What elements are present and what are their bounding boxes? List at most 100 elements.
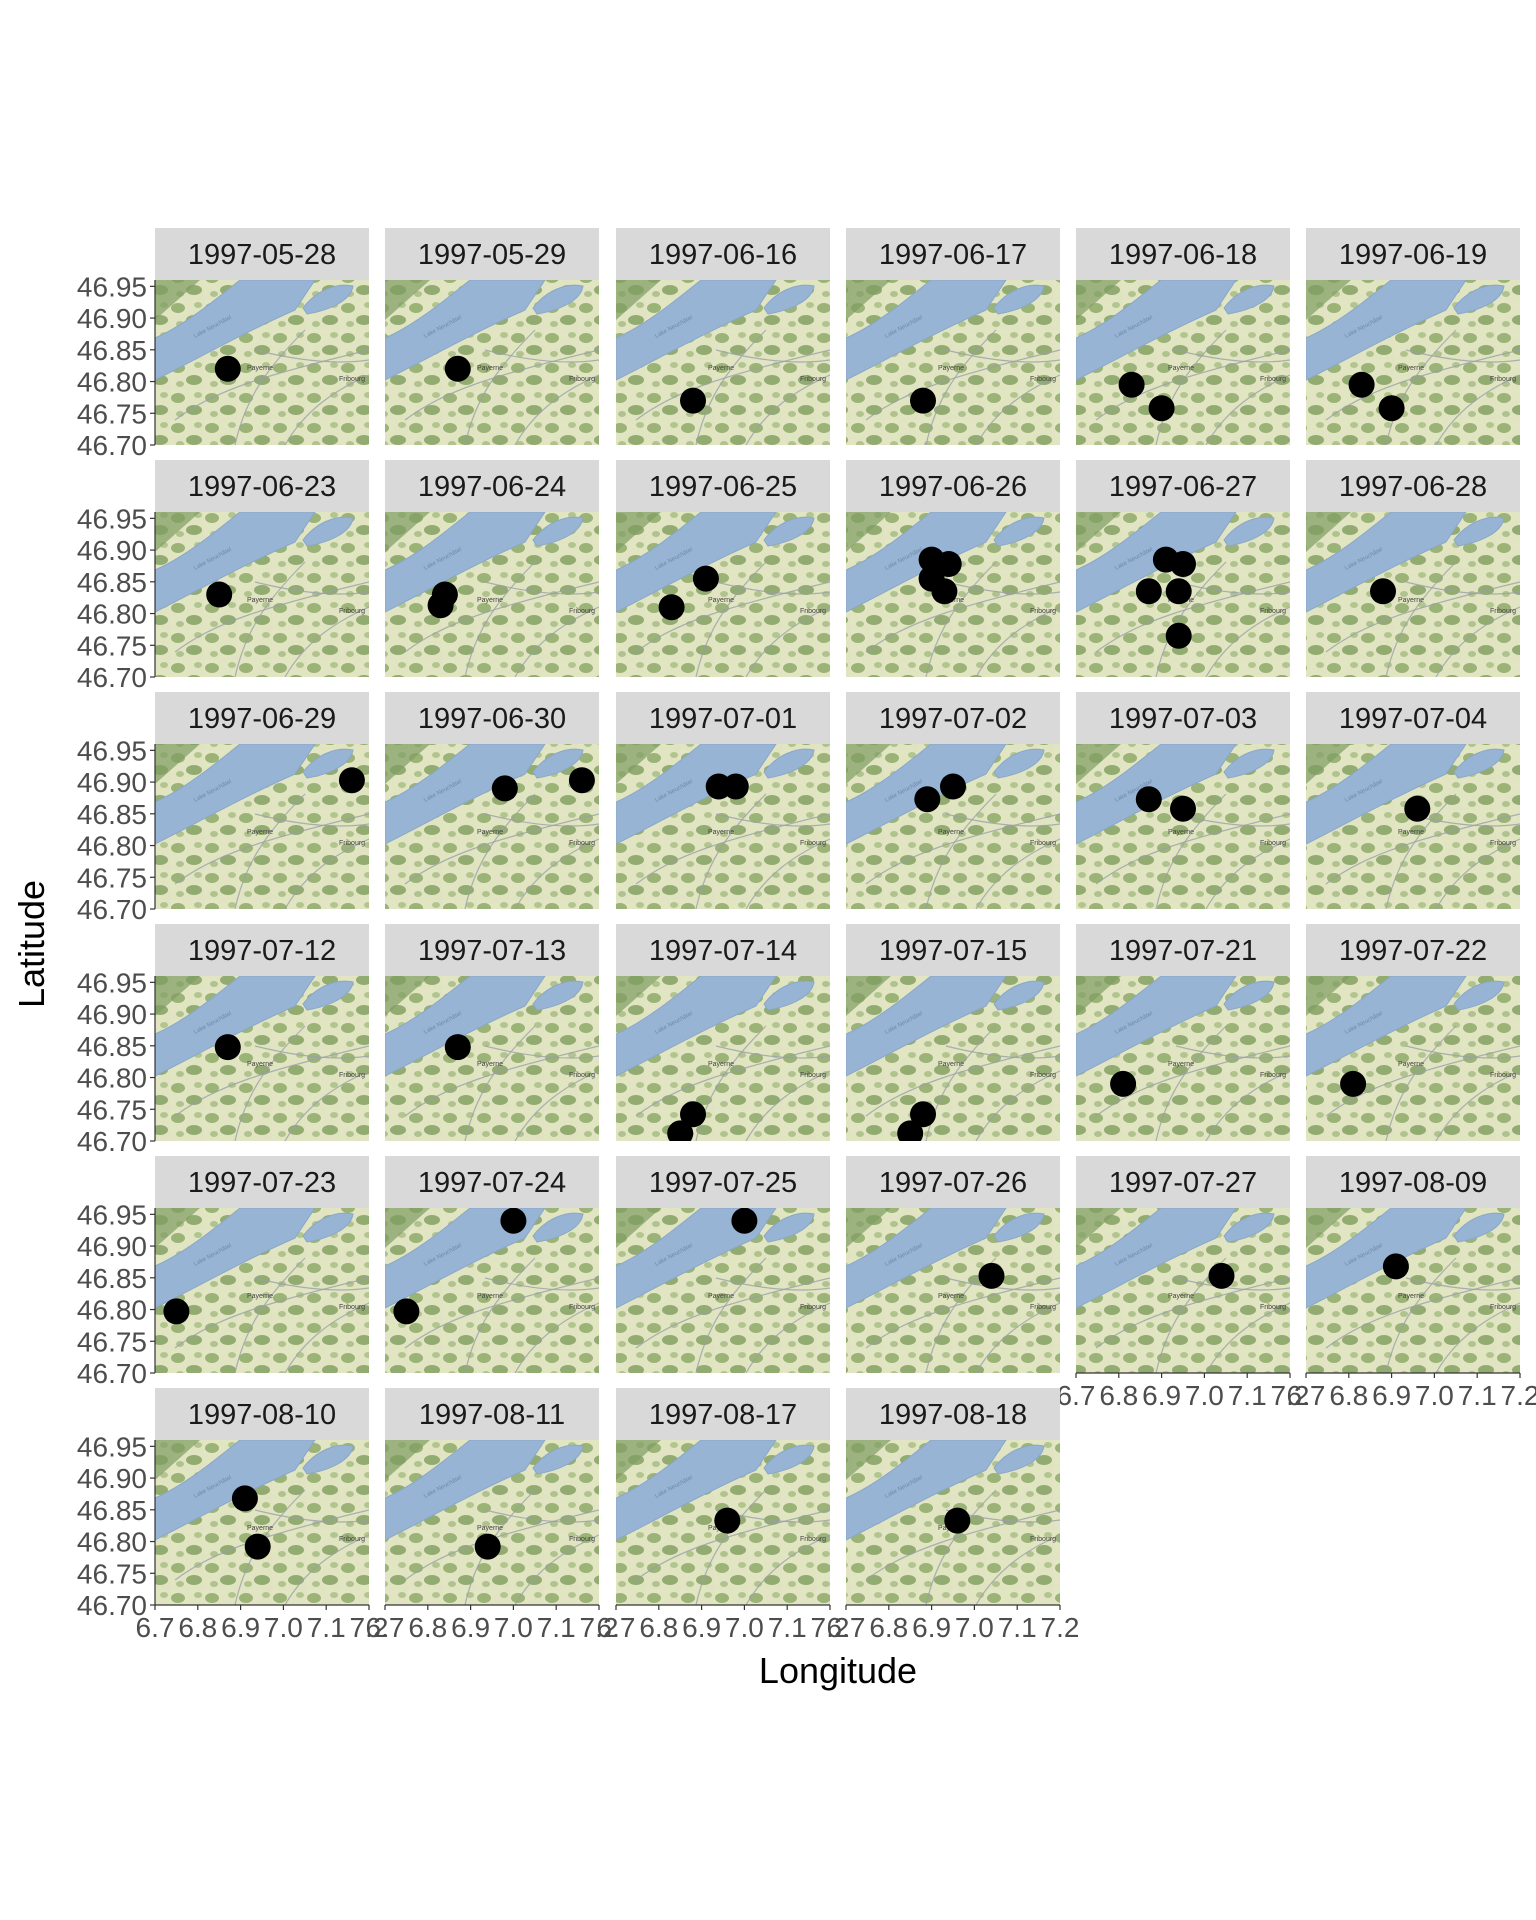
- map-road: [174, 349, 369, 421]
- map-label-fribourg: Fribourg: [1030, 376, 1056, 383]
- x-tick-label: 7.0: [494, 1612, 533, 1643]
- map-road: [234, 561, 306, 677]
- map-lake: [846, 280, 1007, 381]
- facet-strip: [1306, 460, 1520, 512]
- facet-strip-label: 1997-07-25: [649, 1167, 797, 1199]
- map-lake: [616, 744, 777, 845]
- map-lake: [155, 280, 316, 381]
- y-tick-label: 46.95: [77, 967, 147, 998]
- facet-strip-label: 1997-07-03: [1109, 703, 1257, 735]
- map-small-lake: [1453, 748, 1505, 779]
- x-tick-label: 6.8: [639, 1612, 678, 1643]
- data-point: [978, 1262, 1005, 1289]
- map-road: [1155, 793, 1227, 909]
- data-point: [1110, 1070, 1137, 1097]
- map-label-payerne: Payerne: [247, 829, 273, 836]
- map-hills: [846, 512, 891, 552]
- y-tick-label: 46.95: [77, 1199, 147, 1230]
- data-point: [1165, 578, 1192, 605]
- map-label-fribourg: Fribourg: [1490, 376, 1516, 383]
- x-axis-title: Longitude: [759, 1650, 917, 1691]
- map-label-fribourg: Fribourg: [1260, 1304, 1286, 1311]
- map-lake: [1306, 512, 1467, 613]
- data-point: [1170, 795, 1196, 822]
- map-label-payerne: Payerne: [477, 1293, 503, 1300]
- y-tick-label: 46.70: [77, 662, 147, 693]
- map-lake: [385, 1208, 546, 1309]
- map-road: [745, 1534, 830, 1605]
- map-small-lake: [302, 1444, 354, 1475]
- map-road: [484, 813, 599, 827]
- map-small-lake: [1223, 284, 1275, 315]
- map-road: [865, 349, 1060, 421]
- y-tick-label: 46.80: [77, 599, 147, 630]
- y-tick-label: 46.80: [77, 367, 147, 398]
- map-label-fribourg: Fribourg: [339, 608, 365, 615]
- map-road: [1175, 1277, 1290, 1291]
- facet-strip-label: 1997-05-28: [188, 239, 336, 271]
- facet-strip: [155, 924, 369, 976]
- data-point: [393, 1298, 420, 1325]
- x-tick-label: 7.2: [1041, 1612, 1080, 1643]
- map-label-fribourg: Fribourg: [569, 840, 595, 847]
- map-road: [1095, 1045, 1290, 1117]
- facet-strip: [1306, 1156, 1520, 1208]
- map-small-lake: [532, 1212, 584, 1243]
- facet-strip-label: 1997-07-04: [1339, 703, 1487, 735]
- map-label-payerne: Payerne: [1398, 365, 1424, 372]
- y-axis-title: Latitude: [11, 880, 52, 1008]
- map-lake: [616, 280, 777, 381]
- map-road: [234, 1025, 306, 1141]
- facet-strip-label: 1997-06-27: [1109, 471, 1257, 503]
- facet-strip: [155, 228, 369, 280]
- map-label-fribourg: Fribourg: [800, 608, 826, 615]
- map-road: [715, 1045, 830, 1059]
- map-lake: [155, 1208, 316, 1309]
- map-small-lake: [532, 284, 584, 315]
- map-label-payerne: Payerne: [247, 1525, 273, 1532]
- map-road: [1435, 1302, 1520, 1373]
- facet-strip: [1076, 460, 1290, 512]
- map-road: [484, 1509, 599, 1523]
- map-road: [484, 1277, 599, 1291]
- data-point: [431, 581, 458, 608]
- map-road: [1435, 606, 1520, 677]
- facet-strip: [1076, 924, 1290, 976]
- facet-strip: [155, 1388, 369, 1440]
- map-lake: [1306, 976, 1467, 1077]
- map-lake: [616, 976, 777, 1077]
- map-hills: [1306, 1208, 1351, 1248]
- map-label-payerne: Payerne: [477, 597, 503, 604]
- facet-strip: [846, 460, 1060, 512]
- map-small-lake: [993, 1212, 1045, 1243]
- map-road: [635, 349, 830, 421]
- map-hills: [155, 1440, 200, 1480]
- data-point: [944, 1507, 971, 1534]
- map-road: [464, 1025, 536, 1141]
- map-label-fribourg: Fribourg: [1030, 840, 1056, 847]
- map-label-payerne: Payerne: [708, 597, 734, 604]
- facet-strip: [155, 692, 369, 744]
- map-road: [174, 813, 369, 885]
- y-tick-label: 46.95: [77, 271, 147, 302]
- y-tick-label: 46.70: [77, 894, 147, 925]
- map-lake: [385, 512, 546, 613]
- map-road: [635, 1509, 830, 1581]
